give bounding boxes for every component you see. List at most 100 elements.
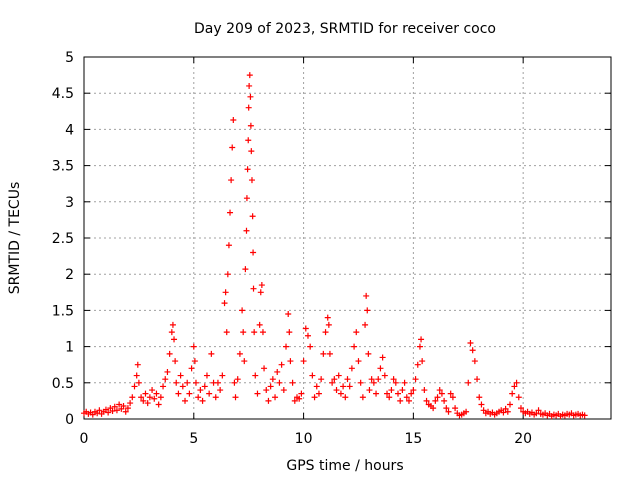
data-point	[418, 336, 425, 343]
y-tick-label: 4.5	[52, 86, 74, 102]
data-point	[244, 166, 251, 173]
data-point	[386, 394, 393, 401]
data-point	[423, 397, 430, 404]
data-point	[276, 379, 283, 386]
data-point	[474, 376, 481, 383]
y-tick-label: 5	[65, 50, 74, 66]
data-point	[173, 379, 180, 386]
data-point	[395, 390, 402, 397]
data-point	[342, 394, 349, 401]
data-point	[259, 329, 266, 336]
data-point	[364, 307, 371, 314]
data-point	[182, 397, 189, 404]
data-point	[175, 390, 182, 397]
data-point	[269, 376, 276, 383]
y-tick-label: 0.5	[52, 376, 74, 392]
data-point	[96, 407, 103, 414]
data-point	[286, 329, 293, 336]
data-point	[263, 387, 270, 394]
data-point	[504, 408, 511, 415]
data-point	[224, 271, 231, 278]
data-point	[449, 394, 456, 401]
data-point	[469, 347, 476, 354]
data-point	[304, 332, 311, 339]
data-point	[326, 350, 333, 357]
data-point	[172, 358, 179, 365]
data-point	[190, 343, 197, 350]
data-point	[191, 358, 198, 365]
data-point	[313, 383, 320, 390]
data-point	[164, 368, 171, 375]
data-point	[535, 407, 542, 414]
data-point	[199, 397, 206, 404]
data-point	[476, 394, 483, 401]
data-point	[151, 395, 158, 402]
data-point	[225, 242, 232, 249]
data-point	[318, 376, 325, 383]
data-point	[212, 394, 219, 401]
data-point	[375, 376, 382, 383]
data-point	[283, 343, 290, 350]
data-point	[234, 376, 241, 383]
data-point	[265, 397, 272, 404]
x-tick-label: 15	[404, 431, 422, 447]
data-point	[245, 104, 252, 111]
data-point	[441, 397, 448, 404]
data-point	[177, 372, 184, 379]
data-point	[250, 285, 257, 292]
data-point	[362, 321, 369, 328]
data-point	[463, 408, 470, 415]
y-tick-label: 2	[65, 267, 74, 283]
data-point	[412, 376, 419, 383]
data-point	[379, 354, 386, 361]
data-point	[133, 372, 140, 379]
data-point	[363, 292, 370, 299]
data-point	[144, 400, 151, 407]
data-point	[105, 409, 112, 416]
data-point	[443, 405, 450, 412]
data-point	[325, 321, 332, 328]
y-axis-label: SRMTID / TECUs	[7, 182, 23, 295]
data-point	[249, 213, 256, 220]
data-point	[280, 387, 287, 394]
data-point	[315, 390, 322, 397]
data-point	[377, 365, 384, 372]
data-point	[309, 372, 316, 379]
data-point	[138, 394, 145, 401]
data-point	[515, 394, 522, 401]
grid-lines	[84, 57, 611, 419]
data-point	[221, 300, 228, 307]
data-point	[348, 365, 355, 372]
y-axis-ticks: 0 0.5 1 1.5 2 2.5 3 3.5 4 4.5 5	[52, 50, 611, 428]
data-point	[388, 387, 395, 394]
data-point	[278, 361, 285, 368]
data-point	[149, 387, 156, 394]
data-point	[298, 390, 305, 397]
data-point	[248, 177, 255, 184]
data-point	[513, 379, 520, 386]
data-point	[240, 329, 247, 336]
data-point	[230, 116, 237, 123]
data-point	[340, 383, 347, 390]
data-point	[399, 387, 406, 394]
chart-title: Day 209 of 2023, SRMTID for receiver coc…	[194, 21, 496, 37]
plot-frame	[83, 56, 612, 420]
data-point	[219, 372, 226, 379]
data-point	[222, 289, 229, 296]
y-tick-label: 2.5	[52, 231, 74, 247]
data-point	[353, 329, 360, 336]
data-point	[203, 372, 210, 379]
data-point	[239, 307, 246, 314]
data-point	[223, 329, 230, 336]
data-point	[465, 379, 472, 386]
x-tick-label: 0	[80, 431, 89, 447]
y-tick-label: 4	[65, 122, 74, 138]
data-point	[366, 387, 373, 394]
data-point	[365, 350, 372, 357]
data-point	[478, 401, 485, 408]
data-point	[324, 314, 331, 321]
data-point	[131, 383, 138, 390]
x-tick-label: 20	[514, 431, 532, 447]
y-tick-label: 3.5	[52, 159, 74, 175]
